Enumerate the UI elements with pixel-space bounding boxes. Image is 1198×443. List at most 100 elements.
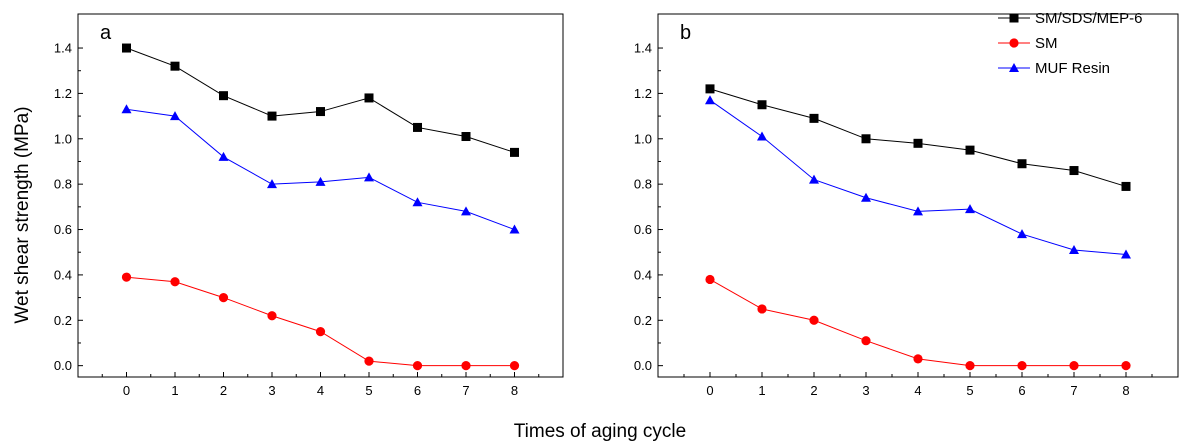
data-point-muf-resin [315, 176, 326, 186]
x-tick-label: 8 [1122, 383, 1129, 398]
x-tick-label: 7 [462, 383, 469, 398]
data-point-muf-resin [461, 206, 471, 216]
data-point-muf-resin [509, 224, 520, 234]
x-tick-label: 3 [268, 383, 275, 398]
data-point-muf-resin [1121, 249, 1131, 259]
data-point-muf-resin [757, 131, 767, 141]
data-point-muf-resin [705, 95, 715, 105]
y-tick-label: 1.2 [634, 86, 652, 101]
data-point-muf-resin [412, 197, 423, 207]
x-tick-label: 1 [171, 383, 178, 398]
data-point-sm [965, 361, 975, 371]
y-tick-label: 1.2 [54, 86, 72, 101]
data-point-sm [861, 336, 871, 346]
legend-marker-sm-sds-mep-6 [1009, 13, 1019, 23]
data-point-sm [364, 356, 374, 366]
y-tick-label: 1.4 [634, 41, 652, 56]
y-tick-label: 0.6 [54, 222, 72, 237]
panel-label: a [100, 22, 112, 44]
y-tick-label: 0.4 [54, 267, 72, 282]
x-tick-label: 4 [914, 383, 921, 398]
data-point-muf-resin [170, 111, 180, 121]
data-point-sm [705, 274, 715, 285]
legend-label-sm: SM [1035, 35, 1058, 52]
data-point-sm-sds-mep-6 [913, 138, 923, 148]
data-point-sm [509, 361, 520, 371]
data-point-sm [267, 311, 277, 321]
legend-label-sm-sds-mep-6: SM/SDS/MEP-6 [1035, 10, 1143, 27]
series-line-muf-resin [126, 108, 515, 230]
x-tick-label: 5 [966, 383, 973, 398]
y-tick-label: 0.2 [54, 313, 72, 328]
data-point-sm [757, 304, 767, 314]
y-tick-label: 0.0 [634, 358, 652, 373]
data-point-sm [1017, 361, 1027, 371]
data-point-sm-sds-mep-6 [170, 61, 180, 71]
series-line-sm-sds-mep-6 [709, 88, 1127, 187]
plot-frame [77, 13, 564, 378]
y-axis-title: Wet shear strength (MPa) [12, 106, 33, 323]
series-muf-resin [121, 104, 520, 234]
series-sm [121, 272, 520, 371]
legend-item-sm: SM [998, 35, 1058, 52]
panel-label: b [680, 22, 691, 44]
legend-item-muf-resin: MUF Resin [998, 60, 1110, 77]
x-tick-label: 8 [511, 383, 518, 398]
data-point-sm-sds-mep-6 [757, 100, 767, 110]
data-point-sm-sds-mep-6 [809, 113, 819, 123]
data-point-sm-sds-mep-6 [965, 145, 975, 155]
data-point-sm-sds-mep-6 [219, 91, 228, 101]
x-tick-label: 5 [365, 383, 372, 398]
data-point-muf-resin [913, 206, 923, 216]
y-tick-label: 0.8 [634, 177, 652, 192]
data-point-sm-sds-mep-6 [1121, 181, 1131, 191]
y-tick-label: 0.4 [634, 267, 652, 282]
data-point-muf-resin [364, 172, 374, 182]
x-tick-label: 6 [1018, 383, 1025, 398]
data-point-sm [913, 354, 923, 364]
data-point-sm [170, 277, 180, 287]
y-tick-label: 1.0 [54, 131, 72, 146]
data-point-muf-resin [809, 174, 819, 184]
series-line-sm-sds-mep-6 [126, 47, 515, 153]
series-line-sm [126, 276, 515, 367]
series-sm-sds-mep-6 [705, 84, 1131, 191]
panel-a: 0.0 0.2 0.4 0.6 0.8 1.0 1.2 1.4 0 1 2 3 4 5 6 7 8 a [54, 13, 564, 398]
x-axis-title: Times of aging cycle [514, 421, 686, 442]
y-tick-label: 1.0 [634, 131, 652, 146]
legend-marker-sm [1009, 38, 1019, 48]
data-point-muf-resin [1069, 244, 1079, 254]
legend-label-muf-resin: MUF Resin [1035, 60, 1110, 77]
legend-marker-muf-resin [1009, 63, 1019, 72]
x-tick-label: 4 [317, 383, 324, 398]
x-tick-label: 7 [1070, 383, 1077, 398]
x-tick-label: 2 [810, 383, 817, 398]
series-sm-sds-mep-6 [122, 43, 519, 157]
data-point-muf-resin [267, 179, 277, 189]
y-tick-label: 0.8 [54, 177, 72, 192]
series-line-muf-resin [709, 99, 1127, 255]
data-point-sm [1121, 361, 1131, 371]
data-point-sm-sds-mep-6 [705, 84, 715, 94]
data-point-sm-sds-mep-6 [510, 147, 519, 157]
legend: SM/SDS/MEP-6 SM MUF Resin [998, 10, 1143, 77]
data-point-sm-sds-mep-6 [122, 43, 131, 53]
data-point-sm [1069, 361, 1079, 371]
data-point-sm [315, 327, 326, 337]
data-point-sm-sds-mep-6 [1069, 166, 1079, 176]
data-point-sm-sds-mep-6 [267, 111, 277, 121]
data-point-sm-sds-mep-6 [461, 132, 471, 142]
data-point-sm [809, 315, 819, 325]
y-tick-label: 0.2 [634, 313, 652, 328]
y-tick-label: 0.0 [54, 358, 72, 373]
data-point-muf-resin [218, 151, 229, 161]
data-point-sm [218, 292, 229, 303]
data-point-sm [121, 272, 132, 282]
x-tick-label: 1 [758, 383, 765, 398]
x-tick-label: 0 [706, 383, 713, 398]
series-muf-resin [705, 95, 1131, 259]
x-tick-label: 0 [123, 383, 130, 398]
y-tick-label: 0.6 [634, 222, 652, 237]
data-point-muf-resin [121, 104, 132, 114]
